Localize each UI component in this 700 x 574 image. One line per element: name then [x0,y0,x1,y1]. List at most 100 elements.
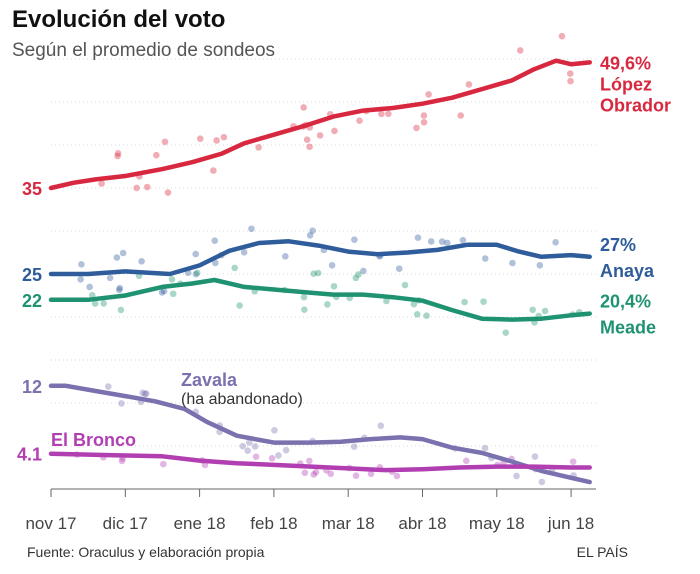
series-name-label: El Bronco [51,430,136,450]
poll-dot [119,249,127,257]
series-name-label: Obrador [600,95,671,115]
poll-dot [383,297,390,305]
poll-dot [116,284,124,292]
poll-dot [169,290,177,298]
poll-dot [567,77,574,85]
poll-dot [481,444,489,452]
poll-dot [220,133,228,141]
poll-dot [312,468,320,476]
poll-dot [239,442,247,450]
series-name-label: López [600,74,652,94]
poll-dot [516,47,524,54]
poll-dot [481,255,489,262]
source-note: Fuente: Oraculus y elaboración propia [27,544,265,560]
series-name-label: Anaya [600,261,655,281]
poll-dot [309,227,316,234]
poll-dot [301,306,308,313]
poll-dot [210,167,217,174]
poll-dot [462,457,470,465]
series-note-label: (ha abandonado) [181,391,303,408]
poll-dot [213,137,220,144]
poll-dot [314,269,322,277]
poll-dot [531,453,539,460]
poll-dot [100,300,108,307]
poll-dot [385,110,392,118]
poll-dot [251,443,259,450]
series-line [48,239,592,277]
poll-dot [425,91,432,98]
chart-subtitle: Según el promedio de sondeos [12,40,276,61]
poll-dot [114,150,122,157]
grid-lines [51,58,596,447]
series-end-label: 27% [600,235,636,255]
poll-dots [73,32,583,486]
poll-dot [393,472,401,480]
poll-dot [142,390,150,397]
series-name-label: Meade [600,318,656,338]
poll-dot [164,189,172,196]
poll-dot [104,383,112,390]
x-axis: nov 17 dic 17 ene 18 feb 18 mar 18 abr 18 may … [25,488,596,533]
poll-dot [327,470,335,478]
poll-dot [420,118,428,126]
poll-dot [192,270,200,278]
poll-dot [141,390,149,398]
poll-dot [248,225,255,233]
poll-dot [168,275,176,283]
poll-dot [113,254,121,261]
poll-dot [480,298,487,305]
poll-dot [240,249,248,256]
poll-dot [310,471,318,478]
poll-dot [115,286,123,294]
poll-dot [423,312,430,319]
poll-dot [268,454,276,462]
poll-dot [413,124,420,132]
poll-dot [461,298,468,306]
poll-dot [192,250,199,258]
poll-dot [566,70,574,77]
series-start-label: 4.1 [17,445,42,465]
poll-dot [360,267,367,275]
poll-dot [351,236,358,243]
poll-dot [117,306,125,314]
brand-label: EL PAÍS [576,544,628,560]
poll-dot [529,306,536,314]
x-tick-label: jun 18 [547,514,594,533]
poll-dot [77,276,84,283]
x-tick-label: abr 18 [398,514,446,533]
poll-dot [86,283,93,291]
poll-dot [196,135,204,143]
chart-title: Evolución del voto [12,6,226,33]
poll-dot [355,271,362,278]
series-end-label: 20,4% [600,292,651,312]
series-line [48,58,592,191]
x-tick-label: ene 18 [174,514,226,533]
poll-dot [271,426,278,434]
poll-dot [310,270,318,277]
poll-dot [536,262,544,269]
poll-dot [378,110,385,118]
poll-dot [377,422,385,430]
poll-dot [91,300,99,307]
poll-dot [303,136,311,143]
poll-dot [118,457,126,465]
poll-dot [160,287,168,295]
poll-dot [331,127,338,135]
poll-dot [106,274,114,282]
poll-dot [352,472,360,479]
poll-dot [513,472,520,480]
poll-dot [211,237,219,244]
poll-dot [133,184,140,192]
poll-dot [350,443,358,450]
series-start-label: 22 [22,291,42,311]
poll-dot [282,446,290,454]
poll-dot [193,269,201,277]
poll-dot [306,457,313,465]
poll-dot [459,236,467,244]
poll-dot [306,232,314,239]
poll-dot [541,307,549,315]
poll-dot [356,117,363,124]
series-name-label: Zavala [181,370,238,390]
x-tick-label: may 18 [469,514,525,533]
poll-dot [236,302,243,309]
